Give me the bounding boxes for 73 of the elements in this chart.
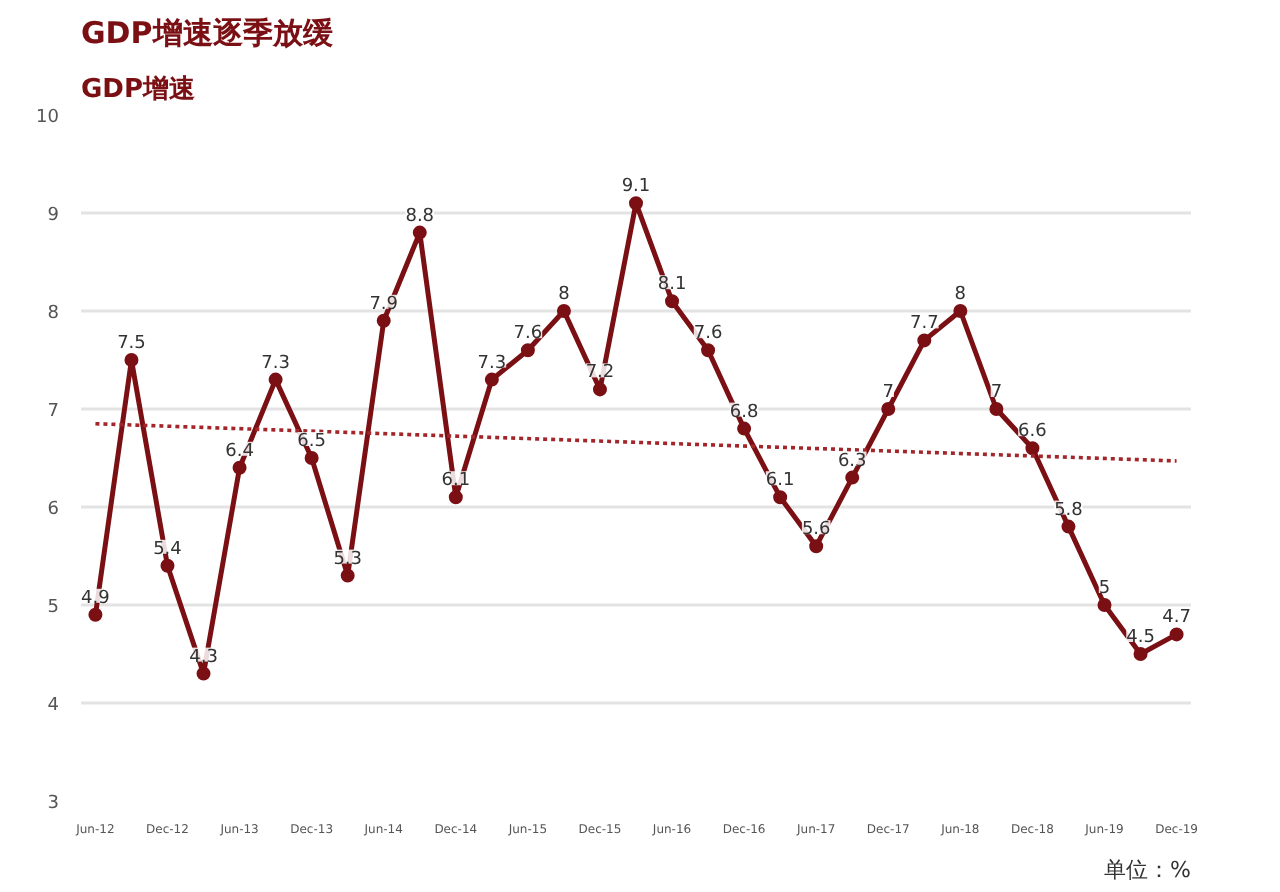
point [340, 568, 355, 583]
data-label: 5.6 [801, 520, 832, 541]
data-label: 6.5 [297, 432, 326, 452]
data-label: 6.8 [729, 402, 759, 423]
point [845, 470, 860, 485]
data-label: 6.3 [837, 451, 867, 472]
point [448, 490, 463, 505]
data-label: 8.1 [657, 275, 687, 296]
point [160, 558, 175, 573]
point [665, 294, 680, 309]
data-label: 8 [954, 285, 967, 305]
data-label: 4.3 [189, 647, 218, 668]
data-label: 7.5 [117, 334, 146, 354]
data-label: 6.1 [765, 471, 795, 492]
y-tick-label: 6 [47, 500, 60, 520]
point [376, 313, 391, 328]
point [737, 421, 752, 436]
point [556, 304, 571, 318]
data-label: 5.4 [153, 539, 183, 560]
y-tick-label: 7 [47, 402, 60, 422]
data-label: 5.8 [1054, 500, 1084, 521]
data-label: 8.8 [405, 206, 435, 227]
chart-subtitle: GDP增速 [81, 75, 197, 105]
data-label: 7.9 [369, 294, 399, 315]
point [809, 539, 824, 554]
point [917, 333, 932, 348]
data-label: 7.6 [513, 324, 543, 345]
data-label: 6.6 [1018, 422, 1048, 443]
chart-title: GDP增速逐季放缓 [81, 15, 335, 51]
text: 单位：% [1104, 857, 1191, 883]
data-label: 8 [558, 285, 571, 305]
point [1133, 647, 1148, 661]
point [268, 372, 283, 387]
data-label: 4.7 [1162, 608, 1191, 629]
point [304, 451, 319, 465]
point [701, 343, 716, 358]
point [124, 353, 139, 367]
point [881, 402, 896, 416]
y-tick-label: 3 [47, 794, 60, 814]
point [196, 666, 211, 681]
point [412, 225, 427, 240]
point [232, 460, 247, 475]
point [1097, 598, 1112, 612]
point [1169, 627, 1184, 642]
data-label: 7 [990, 383, 1003, 403]
y-tick-label: 9 [47, 206, 60, 226]
data-label: 7.2 [585, 363, 615, 384]
data-label: 7.3 [261, 353, 290, 374]
point [484, 372, 499, 387]
point [520, 343, 535, 358]
data-label: 4.5 [1126, 628, 1155, 648]
data-label: 9.1 [621, 177, 651, 198]
data-label: 7.6 [693, 324, 723, 345]
data-label: 6.4 [225, 441, 255, 462]
point [1061, 519, 1076, 534]
data-label: 7.3 [477, 353, 507, 374]
data-label: 4.9 [81, 588, 111, 609]
data-label: 7.7 [910, 314, 939, 335]
point [989, 402, 1004, 416]
y-tick-label: 4 [47, 696, 60, 716]
data-label: 7 [882, 383, 895, 403]
point [88, 607, 103, 622]
point [592, 382, 607, 397]
data-label: 6.1 [441, 471, 471, 492]
data-label: 5.3 [333, 549, 363, 570]
point [773, 490, 788, 505]
y-tick-label: 5 [47, 598, 60, 618]
y-tick-label: 8 [47, 304, 60, 324]
data-label: 5 [1098, 579, 1111, 599]
point [1025, 441, 1040, 456]
point [629, 196, 643, 211]
y-tick-label: 10 [36, 108, 60, 128]
point [953, 304, 968, 318]
